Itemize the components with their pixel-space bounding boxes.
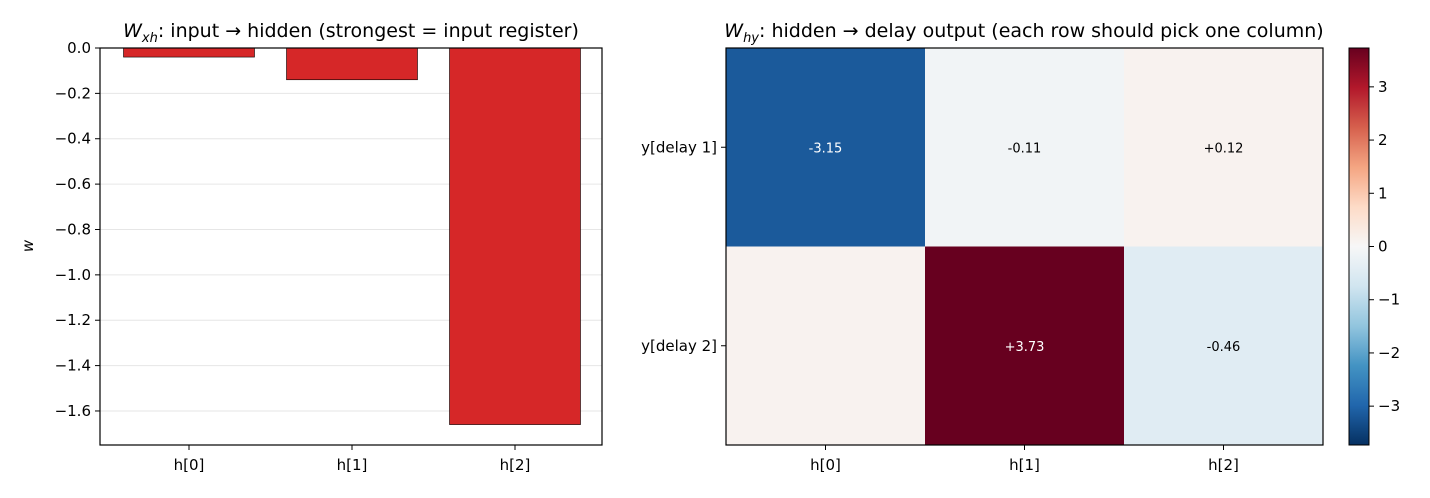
colorbar-tick-label: 0 — [1378, 238, 1388, 256]
heatmap-cell-label: +3.73 — [1005, 340, 1045, 355]
heatmap-cell — [925, 48, 1125, 247]
colorbar — [1348, 47, 1370, 446]
bar-ytick-label: −1.6 — [55, 402, 91, 420]
bar-chart-title: Wxh: input → hidden (strongest = input r… — [123, 20, 579, 46]
bar-2 — [449, 47, 581, 425]
colorbar-tick-label: −2 — [1378, 344, 1400, 362]
heatmap-title-main: W — [724, 20, 744, 42]
heatmap-title-rest: : hidden → delay output (each row should… — [759, 20, 1324, 42]
heatmap-title: Why: hidden → delay output (each row sho… — [724, 20, 1323, 46]
bar-ytick-label: −0.6 — [55, 175, 91, 193]
bar-title-main: W — [123, 20, 143, 42]
heatmap-cell-label: +0.12 — [1204, 141, 1244, 156]
heatmap-cells: -3.15 -0.11 +0.12 +3.73 -0.46 — [726, 48, 1324, 446]
bar-1 — [286, 47, 418, 81]
colorbar-axis: 3 2 1 0 −1 −2 −3 — [1369, 78, 1400, 415]
heatmap-cell — [726, 246, 926, 446]
bar-xtick-label: h[2] — [500, 456, 531, 474]
heatmap-col-label: h[1] — [1009, 456, 1040, 474]
heatmap-title-sub: hy — [743, 31, 759, 46]
bar-chart-ylabel: w — [19, 239, 37, 252]
bar-ytick-label: 0.0 — [67, 39, 91, 57]
bar-title-rest: : input → hidden (strongest = input regi… — [158, 20, 579, 42]
heatmap-row-label: y[delay 2] — [641, 337, 717, 355]
bar-ytick-label: −1.4 — [55, 357, 91, 375]
bar-title-sub: xh — [141, 31, 158, 46]
heatmap-cell-label: -0.46 — [1207, 340, 1241, 355]
heatmap-cell — [726, 48, 926, 247]
colorbar-tick-label: −3 — [1378, 397, 1400, 415]
bar-ytick-label: −0.2 — [55, 84, 91, 102]
heatmap-row-axis: y[delay 1] y[delay 2] — [641, 138, 726, 355]
colorbar-tick-label: 1 — [1378, 184, 1388, 202]
bar-ytick-label: −0.8 — [55, 220, 91, 238]
bar-series — [123, 47, 581, 425]
bar-ytick-label: −1.0 — [55, 266, 91, 284]
bar-gridlines — [100, 47, 602, 412]
colorbar-tick-label: 3 — [1378, 78, 1388, 96]
heatmap-cell — [1124, 48, 1324, 247]
bar-plot-frame — [99, 47, 603, 446]
colorbar-tick-label: 2 — [1378, 131, 1388, 149]
bar-ytick-label: −1.2 — [55, 311, 91, 329]
bar-xtick-label: h[1] — [337, 456, 368, 474]
heatmap-col-label: h[0] — [810, 456, 841, 474]
bar-y-axis: 0.0 −0.2 −0.4 −0.6 −0.8 −1.0 −1.2 −1.4 −1.6 — [55, 39, 100, 420]
bar-x-axis: h[0] h[1] h[2] — [174, 445, 531, 474]
heatmap-col-label: h[2] — [1208, 456, 1239, 474]
heatmap-cell-label: -3.15 — [809, 141, 843, 156]
bar-xtick-label: h[0] — [174, 456, 205, 474]
heatmap-col-axis: h[0] h[1] h[2] — [810, 445, 1239, 474]
heatmap-chart: Why: hidden → delay output (each row sho… — [641, 20, 1400, 474]
bar-ytick-label: −0.4 — [55, 130, 91, 148]
colorbar-tick-label: −1 — [1378, 291, 1400, 309]
heatmap-cell-label: -0.11 — [1008, 141, 1042, 156]
heatmap-cell — [925, 246, 1125, 446]
bar-0 — [123, 47, 255, 58]
bar-chart: Wxh: input → hidden (strongest = input r… — [19, 20, 603, 474]
heatmap-row-label: y[delay 1] — [641, 138, 717, 156]
heatmap-cell — [1124, 246, 1324, 446]
